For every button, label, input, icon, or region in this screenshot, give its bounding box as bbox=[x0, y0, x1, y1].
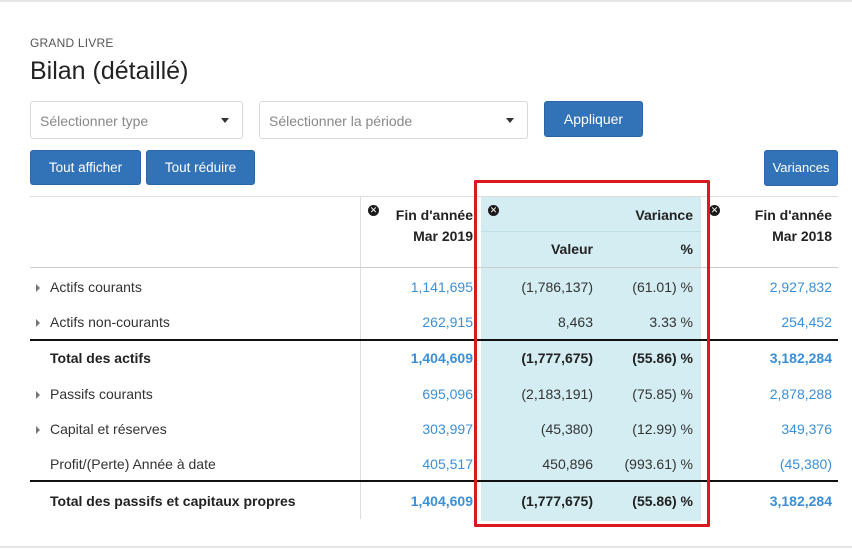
variance-header-divider bbox=[481, 231, 701, 232]
bottom-divider bbox=[0, 546, 852, 548]
row-value-mar-2019[interactable]: 1,404,609 bbox=[410, 493, 473, 509]
period-select[interactable]: Sélectionner la période bbox=[259, 101, 528, 139]
table-row-total: Total des actifs 1,404,609 (1,777,675) (… bbox=[30, 341, 838, 376]
row-variance-value: (2,183,191) bbox=[521, 386, 593, 402]
collapse-all-button[interactable]: Tout réduire bbox=[146, 150, 255, 185]
row-label: Capital et réserves bbox=[50, 421, 167, 437]
caret-right-icon[interactable] bbox=[36, 284, 40, 292]
row-variance-value: (1,786,137) bbox=[521, 279, 593, 295]
column-header-mar-2018: Fin d'année Mar 2018 bbox=[720, 205, 832, 247]
table-row[interactable]: Passifs courants 695,096 (2,183,191) (75… bbox=[30, 377, 838, 412]
period-select-placeholder: Sélectionner la période bbox=[269, 113, 413, 129]
row-variance-percent: (55.86) % bbox=[632, 493, 693, 509]
table-row[interactable]: Actifs courants 1,141,695 (1,786,137) (6… bbox=[30, 270, 838, 305]
column-header-variance: Variance bbox=[635, 207, 693, 223]
row-variance-value: (1,777,675) bbox=[521, 350, 593, 366]
caret-right-icon[interactable] bbox=[36, 391, 40, 399]
row-value-mar-2018[interactable]: 254,452 bbox=[781, 314, 832, 330]
row-value-mar-2018[interactable]: 349,376 bbox=[781, 421, 832, 437]
row-value-mar-2019[interactable]: 1,404,609 bbox=[410, 350, 473, 366]
row-variance-percent: 3.33 % bbox=[649, 314, 693, 330]
row-value-mar-2018[interactable]: 2,878,288 bbox=[769, 386, 832, 402]
table-header-divider bbox=[30, 267, 838, 268]
column-header-percent: % bbox=[680, 241, 693, 257]
type-select-placeholder: Sélectionner type bbox=[40, 113, 149, 129]
table-row-total: Total des passifs et capitaux propres 1,… bbox=[30, 484, 838, 519]
close-circle-icon[interactable]: ✕ bbox=[368, 205, 379, 216]
row-variance-value: (45,380) bbox=[540, 421, 593, 437]
column-header-value: Valeur bbox=[550, 241, 593, 257]
row-label: Total des actifs bbox=[50, 350, 151, 366]
expand-all-button[interactable]: Tout afficher bbox=[30, 150, 141, 185]
column-header-line1: Fin d'année bbox=[395, 207, 473, 223]
table-row[interactable]: Capital et réserves 303,997 (45,380) (12… bbox=[30, 412, 838, 447]
row-value-mar-2019[interactable]: 303,997 bbox=[422, 421, 473, 437]
top-divider bbox=[0, 0, 852, 2]
row-value-mar-2019[interactable]: 405,517 bbox=[422, 456, 473, 472]
chevron-down-icon bbox=[221, 118, 229, 123]
row-variance-percent: (993.61) % bbox=[624, 456, 693, 472]
page-title: Bilan (détaillé) bbox=[30, 57, 189, 85]
row-label: Profit/(Perte) Année à date bbox=[50, 456, 216, 472]
type-select[interactable]: Sélectionner type bbox=[30, 101, 243, 139]
label-column-separator bbox=[360, 197, 361, 519]
row-label: Actifs courants bbox=[50, 279, 142, 295]
row-variance-value: 8,463 bbox=[557, 314, 593, 330]
variances-button[interactable]: Variances bbox=[764, 150, 838, 186]
annotation-highlight-box bbox=[474, 180, 710, 527]
variance-column-highlight bbox=[481, 197, 701, 521]
breadcrumb: GRAND LIVRE bbox=[30, 36, 114, 50]
total-divider bbox=[30, 339, 838, 341]
total-divider bbox=[30, 480, 838, 482]
row-value-mar-2018[interactable]: (45,380) bbox=[779, 456, 832, 472]
column-header-line2: Mar 2018 bbox=[772, 228, 832, 244]
caret-right-icon[interactable] bbox=[36, 426, 40, 434]
table-row: Profit/(Perte) Année à date 405,517 450,… bbox=[30, 447, 838, 482]
table-row[interactable]: Actifs non-courants 262,915 8,463 3.33 %… bbox=[30, 305, 838, 340]
row-label: Passifs courants bbox=[50, 386, 153, 402]
apply-button[interactable]: Appliquer bbox=[544, 101, 643, 137]
row-value-mar-2019[interactable]: 262,915 bbox=[422, 314, 473, 330]
column-header-line2: Mar 2019 bbox=[413, 228, 473, 244]
row-variance-value: 450,896 bbox=[542, 456, 593, 472]
row-label: Actifs non-courants bbox=[50, 314, 170, 330]
row-value-mar-2018[interactable]: 3,182,284 bbox=[769, 493, 832, 509]
row-value-mar-2019[interactable]: 1,141,695 bbox=[410, 279, 473, 295]
column-header-mar-2019: Fin d'année Mar 2019 bbox=[380, 205, 473, 247]
row-variance-percent: (61.01) % bbox=[632, 279, 693, 295]
row-value-mar-2019[interactable]: 695,096 bbox=[422, 386, 473, 402]
close-circle-icon[interactable]: ✕ bbox=[488, 205, 499, 216]
caret-right-icon[interactable] bbox=[36, 319, 40, 327]
close-circle-icon[interactable]: ✕ bbox=[709, 205, 720, 216]
row-label: Total des passifs et capitaux propres bbox=[50, 493, 296, 509]
row-variance-value: (1,777,675) bbox=[521, 493, 593, 509]
column-header-line1: Fin d'année bbox=[754, 207, 832, 223]
row-variance-percent: (75.85) % bbox=[632, 386, 693, 402]
row-variance-percent: (12.99) % bbox=[632, 421, 693, 437]
chevron-down-icon bbox=[506, 118, 514, 123]
table-top-border bbox=[30, 196, 838, 197]
row-variance-percent: (55.86) % bbox=[632, 350, 693, 366]
row-value-mar-2018[interactable]: 3,182,284 bbox=[769, 350, 832, 366]
row-value-mar-2018[interactable]: 2,927,832 bbox=[769, 279, 832, 295]
